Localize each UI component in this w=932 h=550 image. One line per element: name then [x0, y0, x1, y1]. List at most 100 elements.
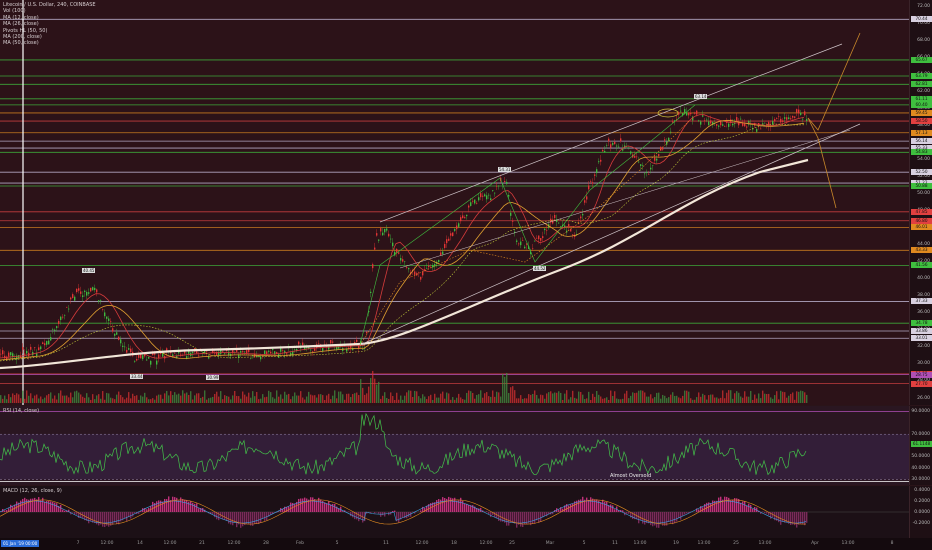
macd-histogram-bar	[28, 499, 30, 512]
candle-body	[648, 174, 650, 175]
candle-body	[736, 117, 738, 121]
macd-histogram-bar	[536, 512, 538, 521]
candle-body	[226, 349, 228, 352]
macd-axis[interactable]: 0.4000 0.2000 0.0000 -0.2000	[909, 486, 932, 538]
macd-histogram-bar	[480, 507, 482, 512]
volume-bar	[2, 398, 4, 403]
candle-body	[796, 109, 798, 113]
volume-bar	[662, 394, 664, 403]
macd-histogram-bar	[214, 512, 216, 518]
macd-histogram-bar	[288, 506, 290, 512]
candle-body	[422, 271, 424, 276]
macd-pane[interactable]: MACD (12, 26, close, 9)	[0, 486, 910, 538]
candle-body	[166, 348, 168, 353]
macd-histogram-bar	[328, 501, 330, 512]
candle-body	[468, 205, 470, 208]
candle-body	[420, 276, 422, 280]
candle-body	[50, 337, 52, 341]
macd-histogram-bar	[76, 512, 78, 515]
candle-body	[424, 269, 426, 272]
candle-body	[574, 234, 576, 237]
candle-body	[778, 116, 780, 117]
candle-body	[668, 137, 670, 142]
volume-bar	[658, 392, 660, 403]
macd-histogram-bar	[330, 504, 332, 512]
ma26-line	[0, 119, 805, 361]
macd-histogram-bar	[126, 512, 128, 522]
volume-bar	[342, 394, 344, 403]
macd-histogram-bar	[174, 497, 176, 512]
candle-body	[114, 333, 116, 336]
macd-histogram-bar	[248, 512, 250, 525]
price-tick-label: 68.00	[917, 37, 930, 43]
volume-bar	[444, 398, 446, 403]
volume-bar	[276, 390, 278, 403]
candle-body	[558, 222, 560, 224]
volume-bar	[666, 398, 668, 403]
volume-bar	[286, 394, 288, 403]
macd-histogram-bar	[230, 512, 232, 525]
indicator-ma50[interactable]: MA (50, close)	[3, 40, 39, 47]
price-pane[interactable]: Litecoin / U.S. Dollar, 240, COINBASE Vo…	[0, 0, 910, 405]
rsi-axis[interactable]: 90.000070.000060.000050.000040.000030.00…	[909, 406, 932, 485]
candle-body	[110, 321, 112, 322]
macd-histogram-bar	[546, 512, 548, 517]
rsi-chart-canvas[interactable]	[0, 406, 910, 485]
volume-bar	[652, 398, 654, 403]
volume-bar	[52, 398, 54, 403]
candle-body	[38, 347, 40, 351]
candle-body	[272, 348, 274, 351]
volume-bar	[472, 392, 474, 403]
macd-histogram-bar	[642, 512, 644, 524]
level-price-tag: 54.83	[911, 149, 932, 156]
candle-body	[94, 287, 96, 291]
macd-histogram-bar	[604, 501, 606, 512]
volume-bar	[404, 395, 406, 403]
volume-bar	[302, 397, 304, 403]
indicator-ma12[interactable]: MA (12, close)	[3, 14, 39, 21]
macd-histogram-bar	[798, 512, 800, 525]
macd-histogram-bar	[336, 506, 338, 512]
macd-signal-line	[0, 499, 807, 525]
macd-histogram-bar	[172, 496, 174, 512]
candle-body	[372, 264, 374, 269]
candle-body	[728, 123, 730, 127]
macd-histogram-bar	[658, 512, 660, 528]
candle-body	[584, 200, 586, 203]
level-price-tag: 52.50	[911, 169, 932, 176]
volume-bar	[760, 398, 762, 403]
price-chart-canvas[interactable]	[0, 0, 910, 405]
volume-bar	[30, 393, 32, 403]
macd-histogram-bar	[88, 512, 90, 524]
volume-bar	[446, 392, 448, 403]
candle-body	[264, 350, 266, 355]
macd-histogram-bar	[98, 512, 100, 526]
rsi-pane[interactable]: RSI (14, close)	[0, 406, 910, 485]
indicator-pivots[interactable]: Pivots HL (50, 50)	[3, 27, 48, 34]
macd-histogram-bar	[282, 509, 284, 512]
macd-histogram-bar	[448, 496, 450, 512]
candle-body	[636, 156, 638, 158]
volume-bar	[126, 397, 128, 403]
candle-body	[82, 295, 84, 298]
macd-histogram-bar	[714, 500, 716, 512]
volume-bar	[502, 374, 504, 403]
volume-bar	[584, 399, 586, 403]
indicator-vol[interactable]: Vol (100)	[3, 8, 26, 15]
indicator-ma200[interactable]: MA (200, close)	[3, 34, 42, 41]
volume-bar	[684, 390, 686, 403]
price-axis[interactable]: 72.0070.0068.0066.0064.0062.0060.0058.00…	[909, 0, 932, 405]
macd-histogram-bar	[634, 512, 636, 520]
macd-chart-canvas[interactable]	[0, 486, 910, 538]
macd-histogram-bar	[702, 507, 704, 512]
indicator-ma26[interactable]: MA (26, close)	[3, 21, 39, 28]
time-axis[interactable]	[0, 538, 932, 550]
candle-body	[608, 138, 610, 142]
candle-body	[794, 116, 796, 118]
candle-body	[266, 351, 268, 355]
ma200-line	[0, 158, 809, 370]
candle-body	[224, 353, 226, 354]
volume-bar	[396, 392, 398, 403]
candle-body	[12, 353, 14, 358]
macd-histogram-bar	[704, 504, 706, 512]
